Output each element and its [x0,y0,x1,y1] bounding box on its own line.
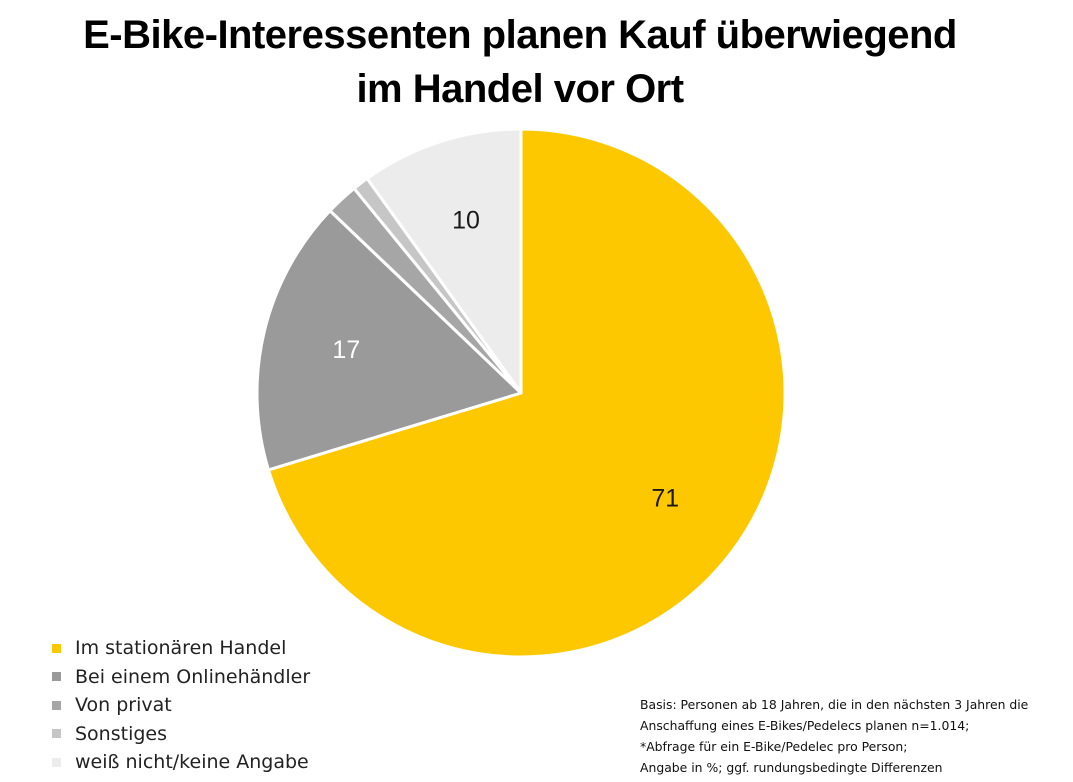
pie-data-label: 71 [651,484,679,512]
pie-data-label: 10 [452,207,480,235]
chart-title-line-2: im Handel vor Ort [356,67,684,111]
legend-swatch [52,672,61,682]
legend-label: Bei einem Onlinehändler [75,665,311,688]
pie-slice [266,127,787,659]
legend-swatch [52,757,61,767]
legend-swatch [52,643,61,653]
legend-item: Von privat [52,691,310,720]
legend-item: Sonstiges [52,720,310,749]
legend-item: weiß nicht/keine Angabe [52,748,310,777]
legend-swatch [52,700,61,710]
legend-label: weiß nicht/keine Angabe [75,751,309,774]
legend-label: Von privat [75,694,172,717]
legend-item: Bei einem Onlinehändler [52,663,310,692]
footnote: Basis: Personen ab 18 Jahren, die in den… [640,694,1070,778]
chart-title-line-1: E-Bike-Interessenten planen Kauf überwie… [83,13,957,57]
pie-data-label: 17 [332,336,360,364]
pie-slice [255,209,523,472]
chart-title: E-Bike-Interessenten planen Kauf überwie… [0,8,1040,116]
footnote-line: Basis: Personen ab 18 Jahren, die in den… [640,697,1029,712]
legend-label: Im stationären Handel [75,637,287,660]
footnote-line: *Abfrage für ein E-Bike/Pedelec pro Pers… [640,739,908,754]
legend-label: Sonstiges [75,722,168,745]
footnote-line: Anschaffung eines E-Bikes/Pedelecs plane… [640,718,970,733]
pie-slice [365,127,523,395]
footnote-line: Angabe in %; ggf. rundungsbedingte Diffe… [640,760,943,775]
legend-item: Im stationären Handel [52,634,310,663]
legend-swatch [52,729,61,739]
chart-legend: Im stationären Handel Bei einem Onlinehä… [52,634,310,777]
